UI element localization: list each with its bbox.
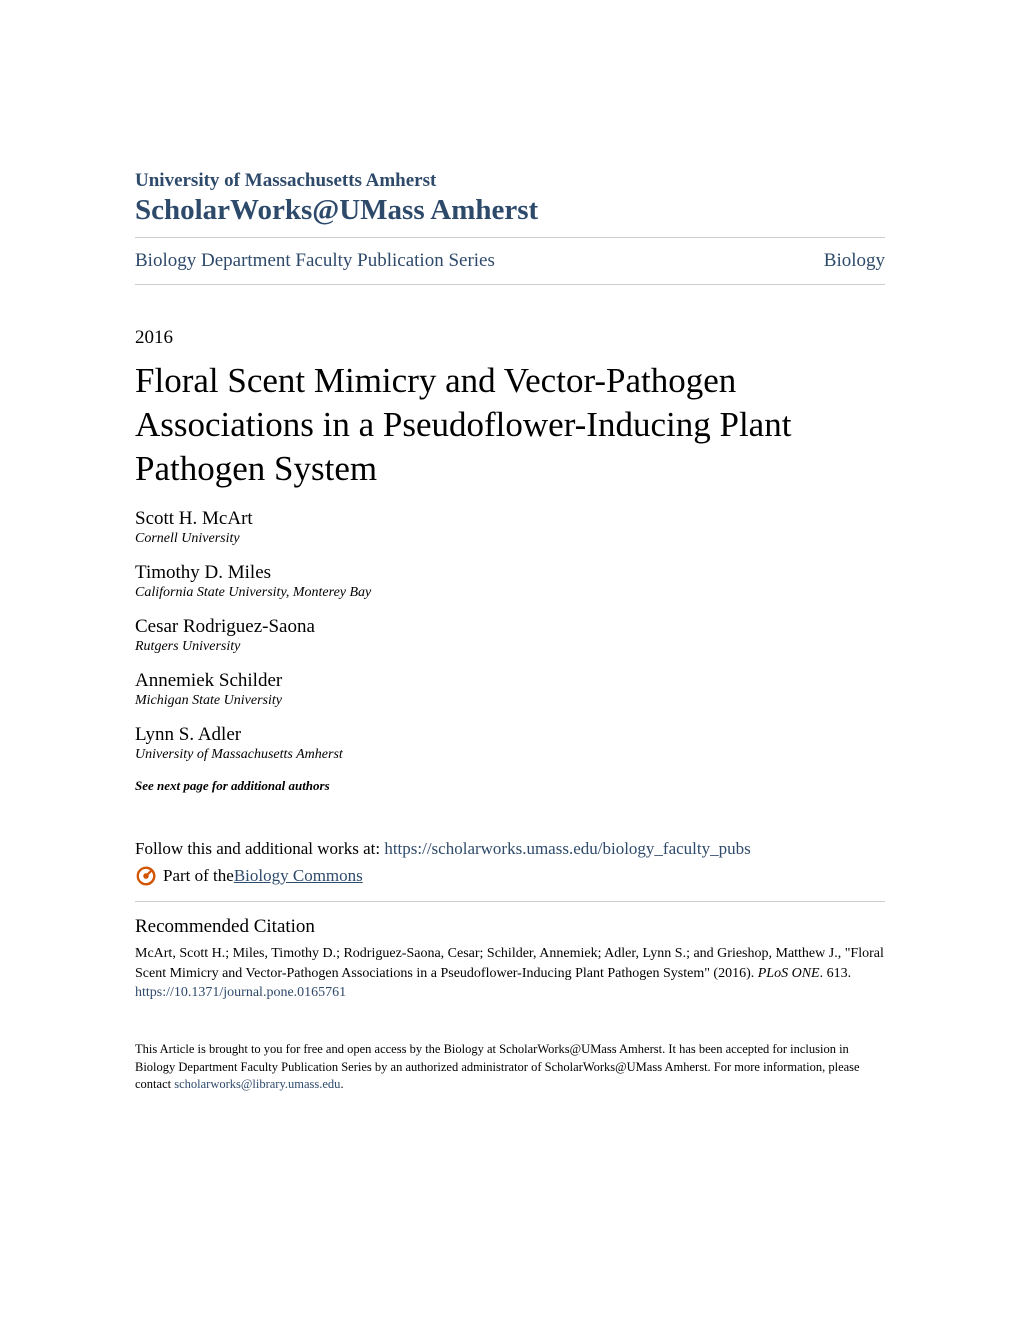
author-entry: Scott H. McArt Cornell University: [135, 508, 885, 547]
breadcrumb-nav: Biology Department Faculty Publication S…: [135, 238, 885, 284]
repository-name[interactable]: ScholarWorks@UMass Amherst: [135, 194, 885, 227]
follow-url-link[interactable]: https://scholarworks.umass.edu/biology_f…: [384, 839, 750, 858]
author-affiliation: Michigan State University: [135, 693, 885, 709]
department-link[interactable]: Biology: [824, 250, 885, 272]
page-header: University of Massachusetts Amherst Scho…: [135, 170, 885, 227]
follow-works: Follow this and additional works at: htt…: [135, 839, 885, 859]
author-name: Timothy D. Miles: [135, 562, 885, 584]
author-affiliation: University of Massachusetts Amherst: [135, 747, 885, 763]
authors-list: Scott H. McArt Cornell University Timoth…: [135, 508, 885, 763]
commons-link[interactable]: Biology Commons: [234, 866, 363, 886]
author-name: Cesar Rodriguez-Saona: [135, 616, 885, 638]
footer-note: This Article is brought to you for free …: [135, 1041, 885, 1094]
series-link[interactable]: Biology Department Faculty Publication S…: [135, 250, 495, 272]
institution-name: University of Massachusetts Amherst: [135, 170, 885, 192]
author-name: Scott H. McArt: [135, 508, 885, 530]
author-entry: Timothy D. Miles California State Univer…: [135, 562, 885, 601]
citation-journal: PLoS ONE: [758, 966, 820, 981]
author-affiliation: California State University, Monterey Ba…: [135, 585, 885, 601]
author-affiliation: Cornell University: [135, 531, 885, 547]
citation-text: McArt, Scott H.; Miles, Timothy D.; Rodr…: [135, 944, 885, 1003]
author-affiliation: Rutgers University: [135, 639, 885, 655]
part-of-row: Part of the Biology Commons: [135, 865, 885, 887]
part-of-prefix: Part of the: [163, 866, 234, 886]
follow-prefix: Follow this and additional works at:: [135, 839, 384, 858]
footer-suffix: .: [340, 1077, 343, 1091]
author-entry: Lynn S. Adler University of Massachusett…: [135, 724, 885, 763]
citation-suffix: . 613.: [820, 966, 852, 981]
publication-year: 2016: [135, 327, 885, 349]
author-name: Annemiek Schilder: [135, 670, 885, 692]
doi-link[interactable]: https://10.1371/journal.pone.0165761: [135, 985, 346, 1000]
network-icon: [135, 865, 157, 887]
author-name: Lynn S. Adler: [135, 724, 885, 746]
author-entry: Cesar Rodriguez-Saona Rutgers University: [135, 616, 885, 655]
author-entry: Annemiek Schilder Michigan State Univers…: [135, 670, 885, 709]
divider-mid: [135, 284, 885, 285]
citation-heading: Recommended Citation: [135, 916, 885, 938]
see-next-page-note: See next page for additional authors: [135, 778, 885, 794]
paper-title: Floral Scent Mimicry and Vector-Pathogen…: [135, 359, 885, 490]
divider-citation: [135, 901, 885, 902]
contact-email-link[interactable]: scholarworks@library.umass.edu: [174, 1077, 340, 1091]
